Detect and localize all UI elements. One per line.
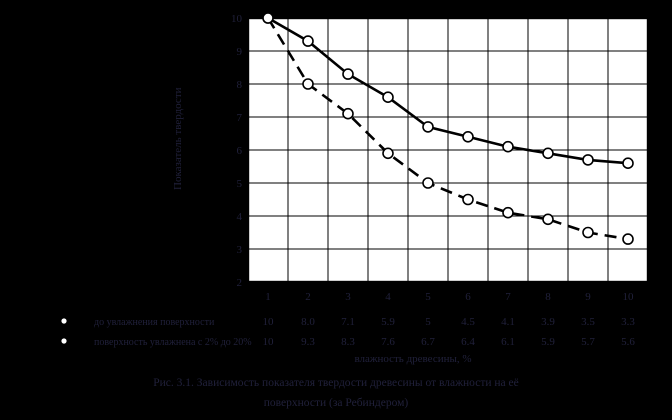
y-tick-label: 3 [237,244,243,256]
table-value: 3.9 [541,316,555,328]
legend: до увлажнения поверхности поверхность увл… [61,317,252,348]
x-tick-label: 1 [265,291,271,303]
x-tick-label: 5 [425,291,431,303]
data-point-marker [542,213,554,226]
data-series [266,16,629,241]
table-value: 6.4 [461,336,475,348]
y-tick-label: 5 [237,178,243,190]
caption-line-1: Рис. 3.1. Зависимость показателя твердос… [153,377,518,389]
x-tick-label: 8 [545,291,551,303]
y-tick-label: 9 [237,46,243,58]
y-tick-label: 2 [237,277,243,289]
data-point-marker [502,206,514,219]
table-value: 6.1 [501,336,515,348]
data-point-marker [502,140,514,153]
table-value: 5.9 [381,316,395,328]
data-point-marker [262,12,274,24]
data-point-marker [422,121,434,133]
data-point-marker [542,147,554,160]
x-tick-label: 4 [385,291,391,303]
data-point-marker [582,154,594,166]
table-value: 4.1 [501,316,515,328]
x-tick-label: 2 [305,291,311,303]
y-axis-ticks: 10 9 8 7 6 5 4 3 2 [231,13,243,289]
x-tick-label: 10 [623,291,635,303]
table-value: 7.1 [341,316,355,328]
x-tick-label: 3 [345,291,351,303]
x-axis-label: влажность древесины, % [354,353,471,365]
y-tick-label: 6 [237,145,243,157]
data-point-marker [382,91,394,103]
table-value: 3.3 [621,316,635,328]
grid [247,17,649,283]
legend-row-label: до увлажнения поверхности [94,317,215,328]
table-value: 4.5 [461,316,475,328]
data-point-marker [342,68,354,80]
data-point-marker [302,78,314,90]
table-value: 9.3 [301,336,315,348]
legend-row-label: поверхность увлажнена с 2% до 20% [94,337,252,348]
data-point-marker [302,35,314,47]
y-tick-label: 10 [231,13,243,25]
x-axis-ticks: 1 2 3 4 5 6 7 8 9 10 [265,291,634,303]
table-value: 5.9 [541,336,555,348]
legend-bullet-icon [61,338,67,344]
table-value: 5.7 [581,336,595,348]
table-value: 3.5 [581,316,595,328]
data-point-marker [622,233,634,245]
data-point-markers [262,12,634,245]
data-point-marker [382,147,394,160]
data-point-marker [462,131,474,143]
data-point-marker [422,177,434,189]
x-tick-label: 6 [465,291,471,303]
y-tick-label: 7 [237,112,243,124]
legend-bullet-icon [61,318,67,324]
table-value: 5.6 [621,336,635,348]
table-value: 10 [263,336,275,348]
series-line-solid [267,16,629,165]
data-point-marker [622,157,634,169]
table-value: 5 [425,316,431,328]
series-line-dashed [266,17,629,241]
table-value: 6.7 [421,336,435,348]
table-value: 10 [263,316,275,328]
x-tick-label: 9 [585,291,591,303]
x-tick-label: 7 [505,291,511,303]
y-tick-label: 8 [237,79,243,91]
table-value: 8.3 [341,336,355,348]
y-tick-label: 4 [237,211,243,223]
data-point-marker [582,226,594,239]
caption-line-2: поверхности (за Ребиндером) [264,397,409,409]
data-table: 10 8.0 7.1 5.9 5 4.5 4.1 3.9 3.5 3.3 10 9.3 8.3 7.6 6.… [263,316,636,348]
table-value: 8.0 [301,316,315,328]
y-axis-label: Показатель твердости [172,87,184,190]
data-point-marker [462,193,474,206]
data-point-marker [342,107,354,120]
table-value: 7.6 [381,336,395,348]
